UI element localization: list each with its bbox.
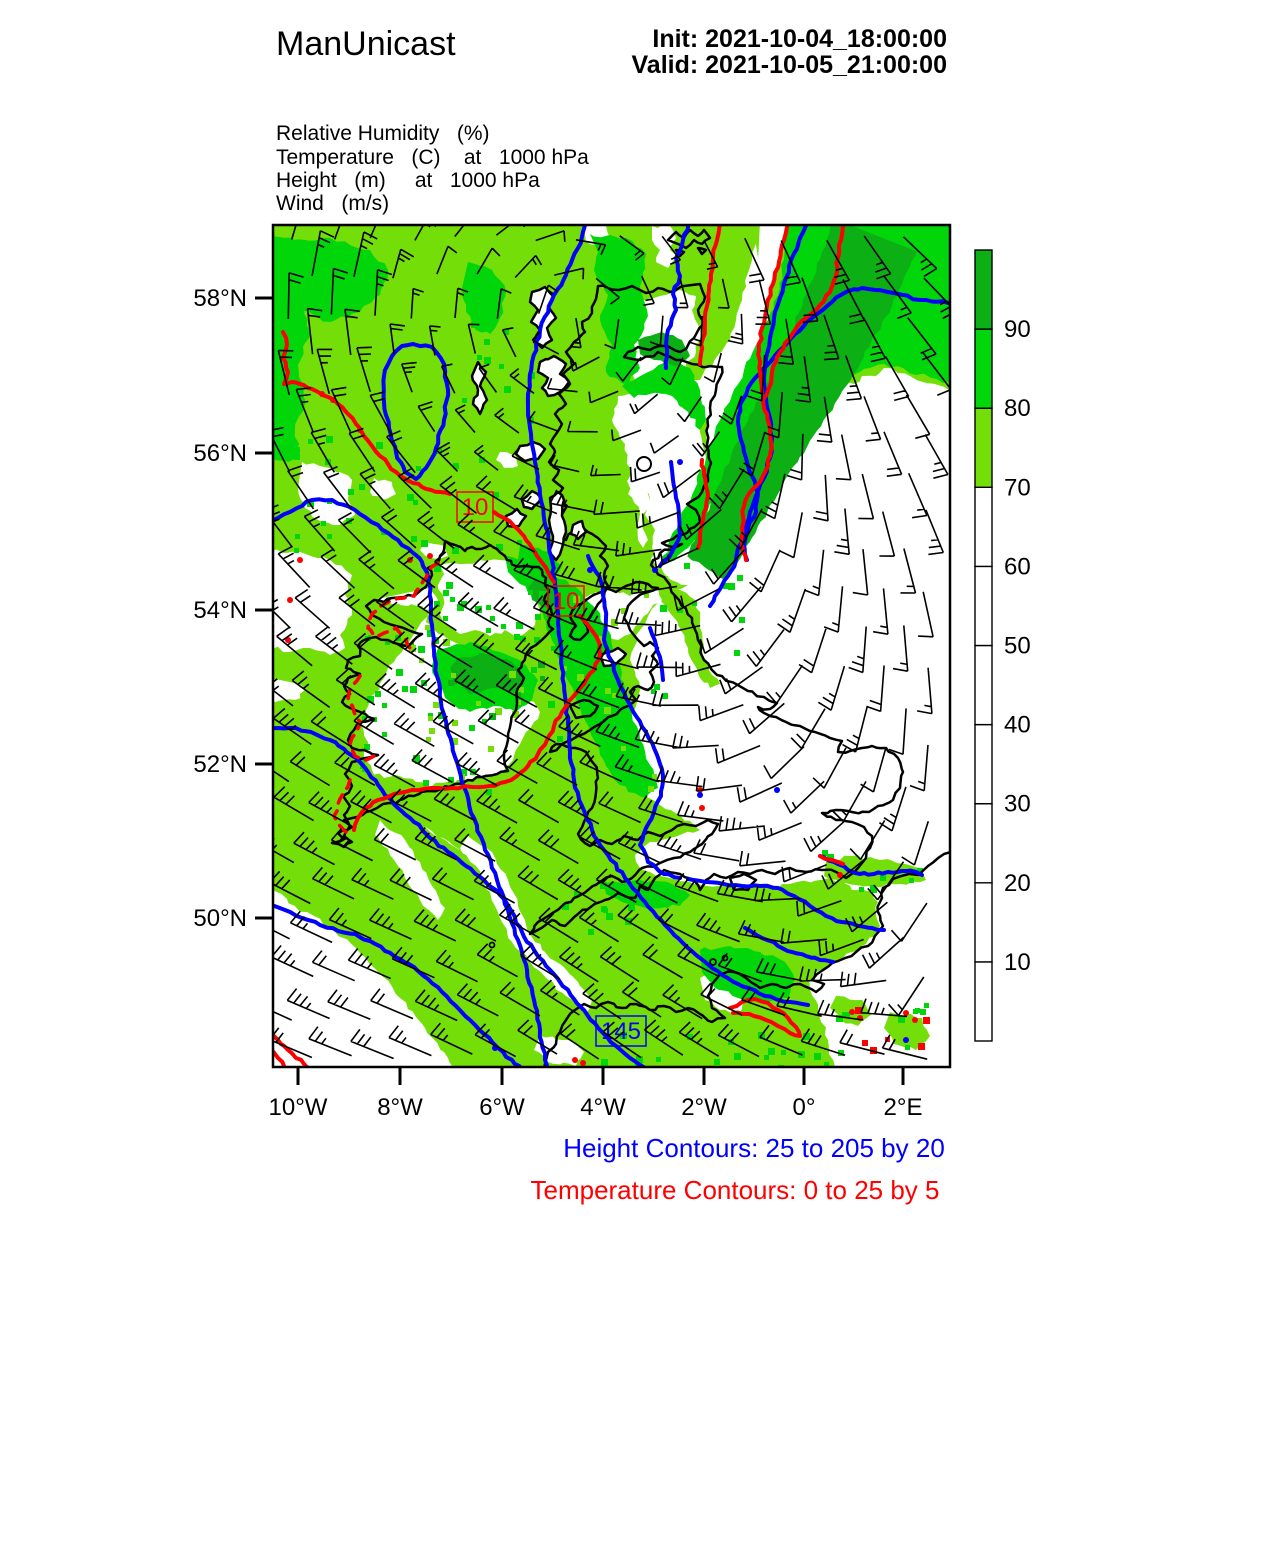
svg-text:Height (m) at 1000 hPa: Height (m) at 1000 hPa — [276, 169, 540, 192]
svg-text:145: 145 — [601, 1018, 641, 1045]
svg-text:80: 80 — [1004, 395, 1031, 422]
svg-text:52°N: 52°N — [193, 751, 247, 778]
svg-text:54°N: 54°N — [193, 597, 247, 624]
svg-text:90: 90 — [1004, 316, 1031, 343]
svg-text:40: 40 — [1004, 712, 1031, 739]
svg-text:50°N: 50°N — [193, 905, 247, 932]
svg-text:70: 70 — [1004, 474, 1031, 501]
svg-text:ManUnicast: ManUnicast — [276, 25, 456, 63]
svg-text:10°W: 10°W — [269, 1094, 328, 1121]
svg-text:0°: 0° — [793, 1094, 816, 1121]
svg-text:2°E: 2°E — [884, 1094, 923, 1121]
svg-text:Init: 2021-10-04_18:00:00: Init: 2021-10-04_18:00:00 — [652, 25, 947, 53]
svg-text:58°N: 58°N — [193, 285, 247, 312]
svg-text:Height Contours: 25 to 205 by: Height Contours: 25 to 205 by 20 — [563, 1133, 945, 1163]
svg-text:56°N: 56°N — [193, 440, 247, 467]
svg-text:30: 30 — [1004, 791, 1031, 818]
svg-text:20: 20 — [1004, 870, 1031, 897]
svg-text:60: 60 — [1004, 553, 1031, 580]
svg-text:Relative Humidity (%): Relative Humidity (%) — [276, 122, 490, 145]
svg-text:Wind (m/s): Wind (m/s) — [276, 192, 389, 215]
svg-text:50: 50 — [1004, 633, 1031, 660]
svg-text:4°W: 4°W — [580, 1094, 626, 1121]
svg-text:Temperature Contours: 0 to 25: Temperature Contours: 0 to 25 by 5 — [530, 1175, 939, 1205]
svg-text:10: 10 — [1004, 949, 1031, 976]
svg-text:Valid: 2021-10-05_21:00:00: Valid: 2021-10-05_21:00:00 — [632, 51, 948, 79]
svg-text:2°W: 2°W — [681, 1094, 727, 1121]
svg-text:8°W: 8°W — [377, 1094, 423, 1121]
svg-text:Temperature (C) at 1000: Temperature (C) at 1000 hPa — [276, 146, 589, 169]
svg-text:6°W: 6°W — [479, 1094, 525, 1121]
